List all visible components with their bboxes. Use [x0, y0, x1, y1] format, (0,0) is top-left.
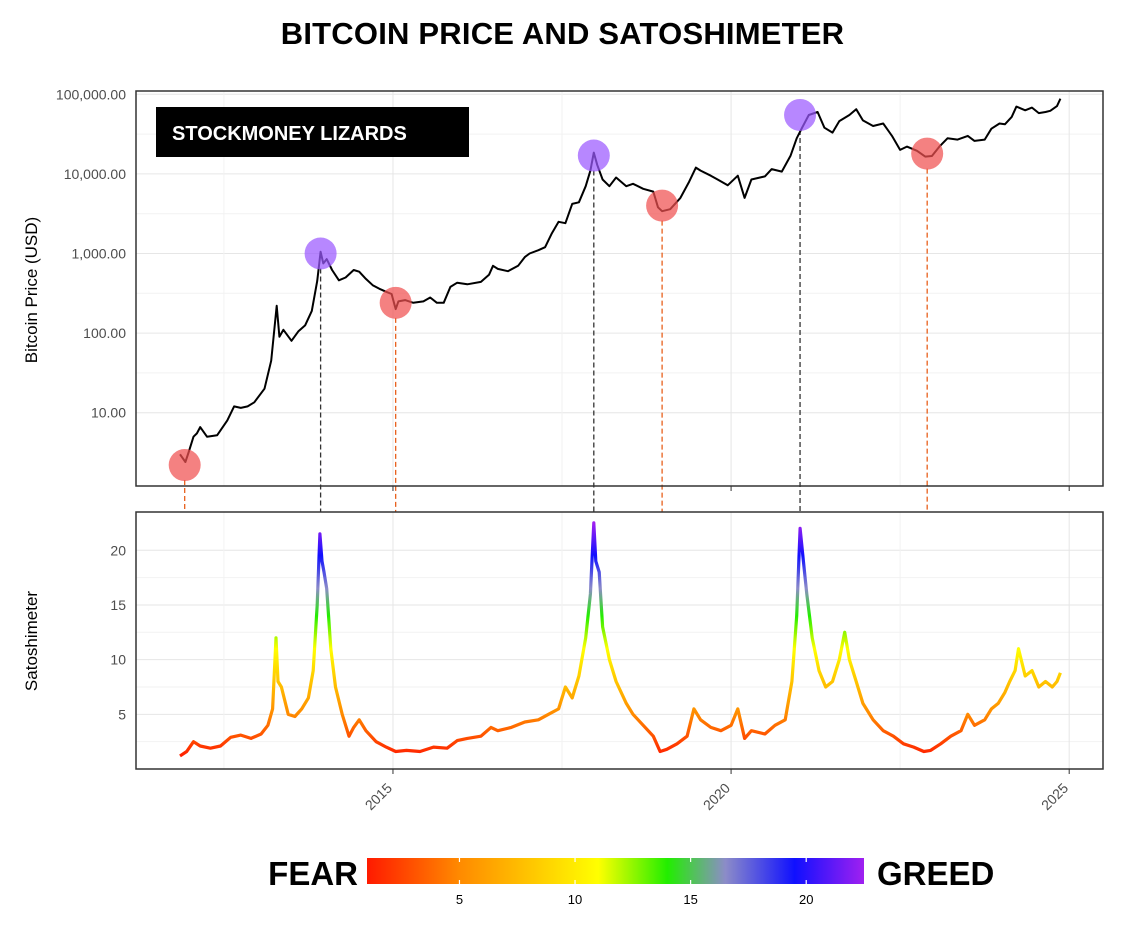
legend-tick-label: 20	[799, 892, 813, 907]
cycle-bottom-marker	[379, 286, 412, 319]
price-panel: 10.00 100.00 1,000.00 10,000.00 100,000.00 S…	[22, 86, 1104, 744]
satoshimeter-panel: 5 10 15 20 2015 2020 2025 Satoshimeter	[22, 511, 1104, 813]
satoshimeter-tick-label: 10	[110, 652, 126, 668]
cycle-top-marker	[577, 139, 610, 172]
legend-gradient-bar	[367, 858, 864, 884]
satoshimeter-line	[179, 521, 1062, 758]
brand-label: STOCKMONEY LIZARDS	[156, 107, 469, 157]
x-axis: 2015 2020 2025	[362, 769, 1071, 813]
bitcoin-price-line	[179, 98, 1062, 463]
price-y-axis-title: Bitcoin Price (USD)	[22, 217, 41, 363]
satoshimeter-y-axis: 5 10 15 20	[110, 542, 126, 722]
cycle-bottom-marker	[911, 137, 944, 170]
cycle-markers	[168, 98, 944, 482]
price-tick-label: 1,000.00	[72, 245, 127, 261]
legend-tick-label: 5	[456, 892, 463, 907]
x-axis-tick-label: 2020	[700, 780, 733, 813]
x-axis-tick-label: 2025	[1038, 780, 1071, 813]
x-axis-tick-label: 2015	[362, 780, 395, 813]
legend-tick-label: 10	[568, 892, 582, 907]
price-gridlines	[136, 91, 1103, 491]
legend-greed-label: GREED	[877, 855, 994, 892]
price-y-axis: 10.00 100.00 1,000.00 10,000.00 100,000.00	[56, 86, 126, 420]
cycle-bottom-marker	[168, 449, 201, 482]
cycle-top-marker	[304, 237, 337, 270]
brand-label-text: STOCKMONEY LIZARDS	[172, 123, 407, 145]
price-tick-label: 10.00	[91, 405, 126, 421]
satoshimeter-y-axis-title: Satoshimeter	[22, 591, 41, 691]
satoshimeter-panel-border	[135, 511, 1104, 770]
satoshimeter-tick-label: 20	[110, 542, 126, 558]
price-tick-label: 10,000.00	[64, 166, 126, 182]
fear-greed-legend: FEAR 5 10 15 20 GREED	[268, 855, 994, 907]
satoshimeter-tick-label: 15	[110, 597, 126, 613]
legend-ticks: 5 10 15 20	[456, 858, 813, 907]
page-title: BITCOIN PRICE AND SATOSHIMETER	[280, 16, 845, 51]
legend-tick-label: 15	[683, 892, 697, 907]
cycle-bottom-marker	[646, 189, 679, 222]
brand-label-box	[156, 107, 469, 157]
price-tick-label: 100,000.00	[56, 86, 126, 102]
cycle-top-marker	[784, 98, 817, 131]
satoshimeter-tick-label: 5	[118, 706, 126, 722]
satoshimeter-panel-bg	[136, 512, 1103, 769]
price-panel-border	[135, 90, 1104, 487]
legend-fear-label: FEAR	[268, 855, 358, 892]
price-tick-label: 100.00	[83, 325, 126, 341]
